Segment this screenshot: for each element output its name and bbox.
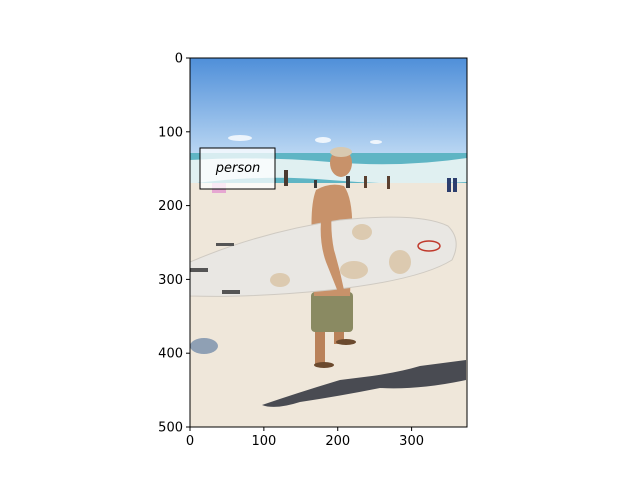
- leg: [315, 328, 325, 364]
- sand-stain: [352, 224, 372, 240]
- sand-stain: [270, 273, 290, 287]
- distant-person: [447, 178, 451, 192]
- board-fin: [222, 290, 240, 294]
- distant-person: [364, 176, 367, 188]
- x-tick-label: 300: [399, 434, 424, 449]
- beach-surfer-photo: [190, 58, 467, 427]
- cloud: [228, 135, 252, 141]
- board-fin: [190, 268, 208, 272]
- foot: [336, 339, 356, 345]
- cloud: [370, 140, 382, 144]
- x-tick-label: 200: [325, 434, 350, 449]
- distant-person: [387, 176, 390, 189]
- axes-frame: [189, 57, 468, 428]
- annotation-person: person: [199, 147, 276, 190]
- axis-ticks: 0 100 200 300 0 100 200 300 400 500: [158, 52, 424, 450]
- cloud: [315, 137, 331, 143]
- y-tick-label: 300: [158, 273, 183, 288]
- surfboard: [190, 216, 457, 297]
- distant-person: [284, 170, 288, 186]
- leg: [334, 326, 344, 344]
- rock: [190, 338, 218, 354]
- board-logo: [417, 240, 441, 252]
- shorts: [311, 292, 353, 332]
- annotation-box: [199, 147, 276, 190]
- hair: [330, 147, 352, 157]
- x-tick-label: 100: [251, 434, 276, 449]
- distant-person: [453, 178, 457, 192]
- y-tick-label: 200: [158, 199, 183, 214]
- distant-person: [346, 176, 350, 188]
- x-tick-label: 0: [186, 434, 194, 449]
- y-tick-label: 500: [158, 421, 183, 436]
- arm: [320, 210, 344, 292]
- distant-person: [314, 180, 317, 188]
- y-tick-label: 400: [158, 347, 183, 362]
- board-fin: [216, 243, 234, 246]
- y-tick-label: 100: [158, 125, 183, 140]
- sand-stain: [389, 250, 411, 274]
- sand-stain: [340, 261, 368, 279]
- annotation-label: person: [215, 161, 261, 176]
- shadow: [262, 360, 466, 407]
- y-tick-label: 0: [175, 52, 183, 67]
- foot: [314, 362, 334, 368]
